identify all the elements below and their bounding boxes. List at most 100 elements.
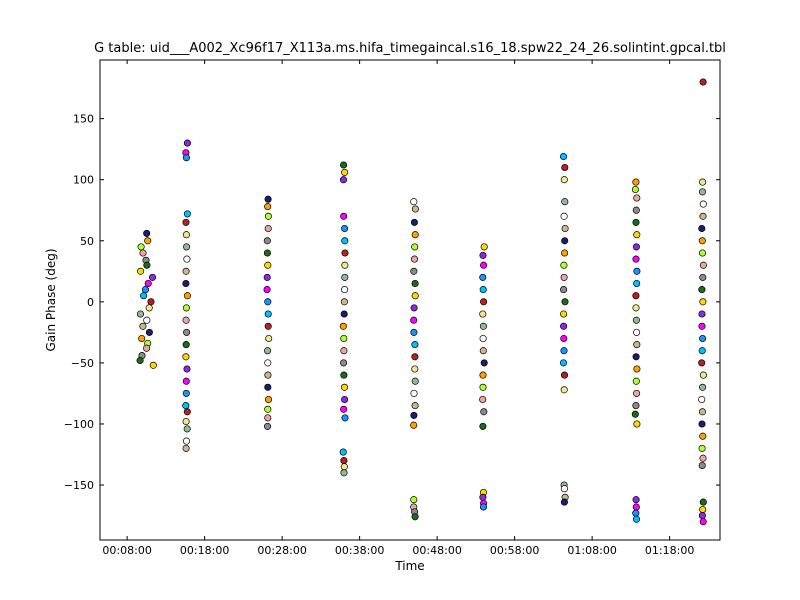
x-tick-label: 00:48:00 xyxy=(412,544,461,557)
data-point xyxy=(340,371,348,379)
data-point xyxy=(410,316,418,324)
data-point xyxy=(632,509,640,517)
data-point xyxy=(411,402,419,410)
data-point xyxy=(182,279,190,288)
data-point xyxy=(410,218,418,226)
data-point xyxy=(699,518,707,526)
data-point xyxy=(633,267,641,275)
data-point xyxy=(137,267,145,275)
data-point xyxy=(143,316,151,324)
data-point xyxy=(699,371,707,379)
data-point xyxy=(699,498,707,506)
data-point xyxy=(263,422,272,430)
data-point xyxy=(411,377,419,385)
data-point xyxy=(699,432,707,440)
data-point xyxy=(633,365,641,373)
data-point xyxy=(560,485,568,493)
data-point xyxy=(560,273,568,281)
data-point xyxy=(560,347,568,355)
data-point xyxy=(632,316,640,324)
data-point xyxy=(264,212,272,220)
data-point xyxy=(479,286,487,294)
data-point xyxy=(145,328,153,336)
data-point xyxy=(699,261,707,269)
data-point xyxy=(561,249,569,257)
data-point xyxy=(560,310,568,318)
data-point xyxy=(411,205,419,213)
data-point xyxy=(699,273,707,281)
data-point xyxy=(479,493,487,501)
data-point xyxy=(480,359,488,367)
data-point xyxy=(341,249,349,257)
data-point xyxy=(340,469,348,477)
data-point xyxy=(182,231,190,239)
data-point xyxy=(633,389,641,397)
data-point xyxy=(632,402,640,410)
data-point xyxy=(479,395,487,404)
data-point xyxy=(410,255,419,263)
data-point xyxy=(183,328,191,336)
plot-area xyxy=(99,59,721,541)
data-point xyxy=(699,334,707,343)
data-point xyxy=(144,237,152,245)
data-point xyxy=(183,243,191,251)
data-point xyxy=(341,286,349,294)
data-point xyxy=(341,414,349,422)
y-tick-label: 50 xyxy=(80,235,94,248)
data-point xyxy=(698,310,706,318)
data-point xyxy=(479,422,487,430)
data-point xyxy=(341,273,349,281)
data-point xyxy=(411,243,419,251)
data-point xyxy=(264,261,272,269)
data-point xyxy=(182,267,190,275)
data-point xyxy=(410,267,418,275)
data-point xyxy=(561,163,569,172)
data-point xyxy=(699,178,707,186)
data-point xyxy=(182,218,190,226)
data-point xyxy=(631,185,639,194)
data-point xyxy=(698,512,706,520)
y-tick-label: −50 xyxy=(71,357,94,370)
data-point xyxy=(410,411,418,419)
data-point xyxy=(264,359,272,367)
x-tick-label: 00:28:00 xyxy=(257,544,306,557)
data-point xyxy=(410,328,418,336)
data-point xyxy=(182,353,190,361)
data-point xyxy=(341,168,349,176)
data-point xyxy=(182,437,191,445)
data-points xyxy=(136,78,707,526)
data-point xyxy=(147,298,155,306)
data-point xyxy=(182,341,190,349)
data-point xyxy=(263,273,271,281)
data-point xyxy=(264,195,272,203)
data-point xyxy=(632,178,640,186)
data-point xyxy=(560,212,568,220)
data-point xyxy=(410,496,418,504)
data-point xyxy=(480,261,488,269)
data-point xyxy=(182,402,190,410)
data-point xyxy=(139,322,147,330)
y-axis-label: Gain Phase (deg) xyxy=(44,248,58,351)
data-point xyxy=(632,304,640,312)
x-tick-label: 01:18:00 xyxy=(645,544,694,557)
data-point xyxy=(632,255,640,263)
data-point xyxy=(632,243,640,251)
data-point xyxy=(341,261,349,269)
data-point xyxy=(264,322,272,330)
data-point xyxy=(183,408,191,416)
data-point xyxy=(699,212,707,220)
data-point xyxy=(183,255,191,263)
data-point xyxy=(632,353,640,361)
data-point xyxy=(479,251,487,259)
data-point xyxy=(264,383,272,391)
data-point xyxy=(136,356,144,365)
data-point xyxy=(632,515,641,523)
chart-title: G table: uid___A002_Xc96f17_X113a.ms.hif… xyxy=(94,41,726,56)
data-point xyxy=(183,210,191,218)
data-point xyxy=(560,371,569,379)
data-point xyxy=(410,198,418,206)
data-point xyxy=(182,316,190,324)
data-point xyxy=(263,249,271,257)
data-point xyxy=(633,328,641,336)
data-point xyxy=(140,292,148,300)
